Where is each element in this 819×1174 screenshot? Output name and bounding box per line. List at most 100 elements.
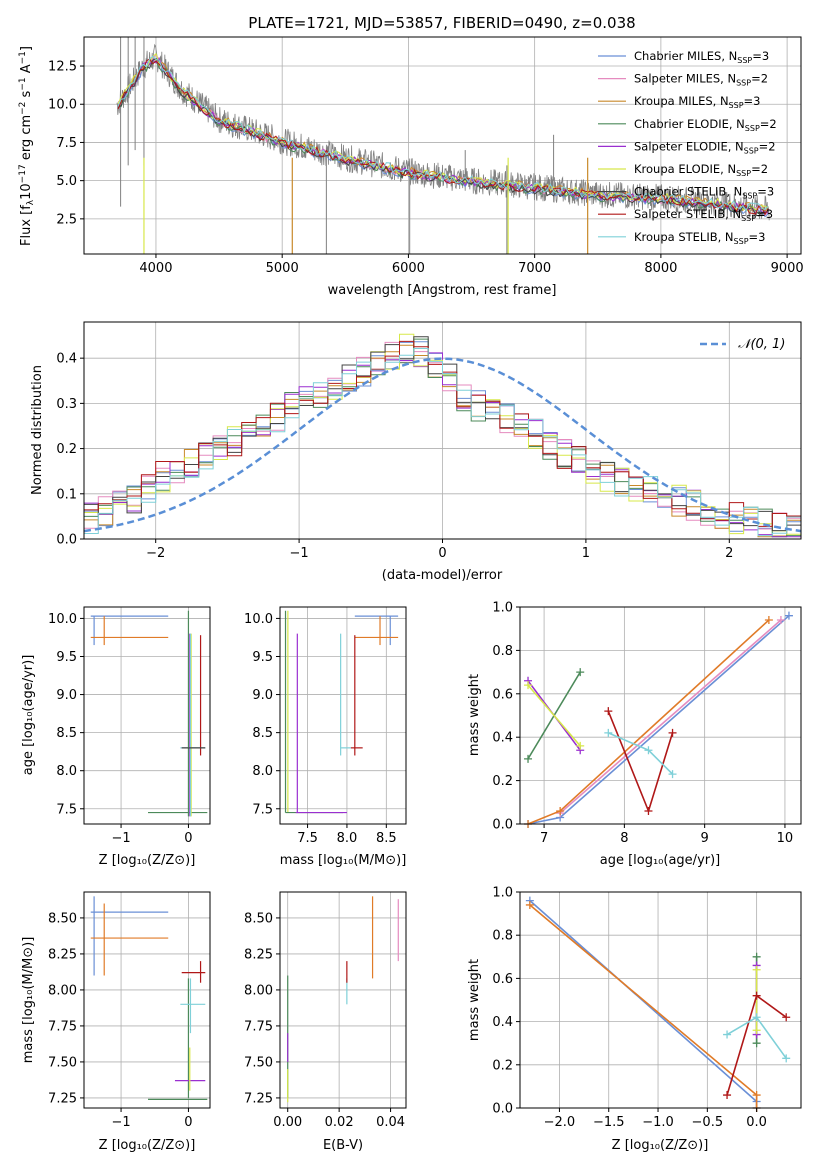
weight-point-marker [752,1091,761,1100]
y-tick-label: 7.50 [244,1055,273,1070]
y-tick-label: 0.8 [492,929,513,944]
weight-point-marker [776,616,785,625]
x-tick-label: 7.5 [297,831,318,846]
y-tick-label: 8.0 [56,764,77,779]
mass-vs-Z-frame [83,891,211,1109]
weight-vs-age-panel: 7 8 9 10 0.0 0.2 0.4 0.6 0.8 1.0 age [log₁₀(age/y… [467,601,802,868]
weight-point-marker [723,1030,732,1039]
x-tick-label: 0.0 [746,1115,767,1130]
y-tick-label: 8.0 [252,764,273,779]
y-tick-label: 12.5 [48,60,77,75]
weight-vs-age-ylabel: mass weight [467,674,482,756]
residual-histogram [84,348,801,539]
y-tick-label: 7.75 [48,1019,77,1034]
y-tick-label: 7.50 [48,1055,77,1070]
x-tick-label: 5000 [266,261,299,276]
legend-normal-label: 𝒩(0, 1) [738,337,785,352]
weight-point-marker [764,616,773,625]
x-tick-label: 0 [184,831,192,846]
residuals-panel: −2 −1 0 1 2 0.0 0.1 0.2 0.3 0.4 (data-model)/erro… [30,321,802,583]
spectrum-legend: Chabrier MILES, NSSP=3 Salpeter MILES, NS… [598,49,777,246]
weight-point-marker [668,770,677,779]
x-tick-label: 8.5 [376,831,397,846]
weight-point-marker [752,1026,761,1035]
weight-vs-Z-panel: −2.0 −1.5 −1.0 −0.5 0.0 0.0 0.2 0.4 0.6 0.8 1.0 Z … [467,886,802,1153]
x-tick-label: 0.04 [376,1115,405,1130]
x-tick-label: 9000 [771,261,804,276]
y-tick-label: 8.25 [48,947,77,962]
x-tick-label: −1.0 [642,1115,674,1130]
y-tick-label: 8.50 [48,911,77,926]
age-vs-Z-frame [83,606,211,825]
y-tick-label: 0.4 [56,352,77,367]
age-vs-Z-xlabel: Z [log₁₀(Z/Z⊙)] [99,853,196,868]
weight-point-marker [604,707,613,716]
x-tick-label: −1 [111,831,130,846]
x-tick-label: 10 [777,831,794,846]
x-tick-label: −1.5 [593,1115,625,1130]
x-tick-label: −2.0 [544,1115,576,1130]
y-tick-label: 0.2 [492,774,513,789]
y-tick-label: 0.2 [492,1058,513,1073]
y-tick-label: 5.0 [56,174,77,189]
y-tick-label: 8.25 [244,947,273,962]
y-tick-label: 0.8 [492,644,513,659]
y-tick-label: 9.0 [252,688,273,703]
y-tick-label: 0.3 [56,397,77,412]
weight-point-marker [784,611,793,620]
y-tick-label: 8.5 [252,726,273,741]
weight-vs-age-frame [519,606,802,825]
y-tick-label: 8.00 [244,983,273,998]
y-tick-label: 10.0 [244,612,273,627]
y-tick-label: 9.5 [252,650,273,665]
model-spectrum-line [117,55,769,212]
y-tick-label: 8.5 [56,726,77,741]
model-spectrum-line [117,52,769,212]
x-tick-label: 2 [725,546,733,561]
weight-series-line [527,684,581,747]
weight-point-marker [576,668,585,677]
mass-vs-ebv-frame [279,891,407,1109]
x-tick-label: 0.00 [273,1115,302,1130]
age-vs-Z-panel: −1 0 7.5 8.0 8.5 9.0 9.5 10.0 Z [log₁₀(Z/Z⊙)] a… [21,606,211,868]
y-tick-label: 1.0 [492,601,513,616]
x-tick-label: 6000 [392,261,425,276]
x-tick-label: −1 [111,1115,130,1130]
y-tick-label: 7.25 [244,1091,273,1106]
weight-point-marker [782,1054,791,1063]
weight-point-marker [644,806,653,815]
weight-vs-age-xlabel: age [log₁₀(age/yr)] [600,853,721,868]
normal-curve [83,357,802,533]
weight-point-marker [752,965,761,974]
y-tick-label: 0.6 [492,687,513,702]
spectrum-frame [83,36,802,255]
y-tick-label: 0.6 [492,972,513,987]
y-tick-label: 7.75 [244,1019,273,1034]
x-tick-label: −0.5 [692,1115,724,1130]
x-tick-label: 1 [582,546,590,561]
spectrum-xlabel: wavelength [Angstrom, rest frame] [328,283,557,298]
x-tick-label: 4000 [139,261,172,276]
weight-point-marker [604,728,613,737]
y-tick-label: 7.25 [48,1091,77,1106]
x-tick-label: 8.0 [337,831,358,846]
weight-point-marker [524,754,533,763]
x-tick-label: −2 [146,546,165,561]
x-tick-label: −1 [290,546,309,561]
y-tick-label: 7.5 [56,136,77,151]
mass-vs-Z-xlabel: Z [log₁₀(Z/Z⊙)] [99,1138,196,1153]
residuals-ylabel: Normed distribution [30,365,45,495]
y-tick-label: 0.1 [56,487,77,502]
legend-entry-label: Chabrier MILES, NSSP=3 [634,49,769,65]
legend-entry-label: Kroupa ELODIE, NSSP=2 [634,162,768,178]
mass-vs-Z-ylabel: mass [log₁₀(M/M⊙)] [21,937,36,1064]
y-tick-label: 10.0 [48,612,77,627]
y-tick-label: 8.00 [48,983,77,998]
y-tick-label: 0.0 [492,1102,513,1117]
y-tick-label: 0.4 [492,1015,513,1030]
x-tick-label: 8 [620,831,628,846]
y-tick-label: 1.0 [492,886,513,901]
weight-point-marker [752,952,761,961]
y-tick-label: 0.0 [492,818,513,833]
weight-point-marker [524,681,533,690]
